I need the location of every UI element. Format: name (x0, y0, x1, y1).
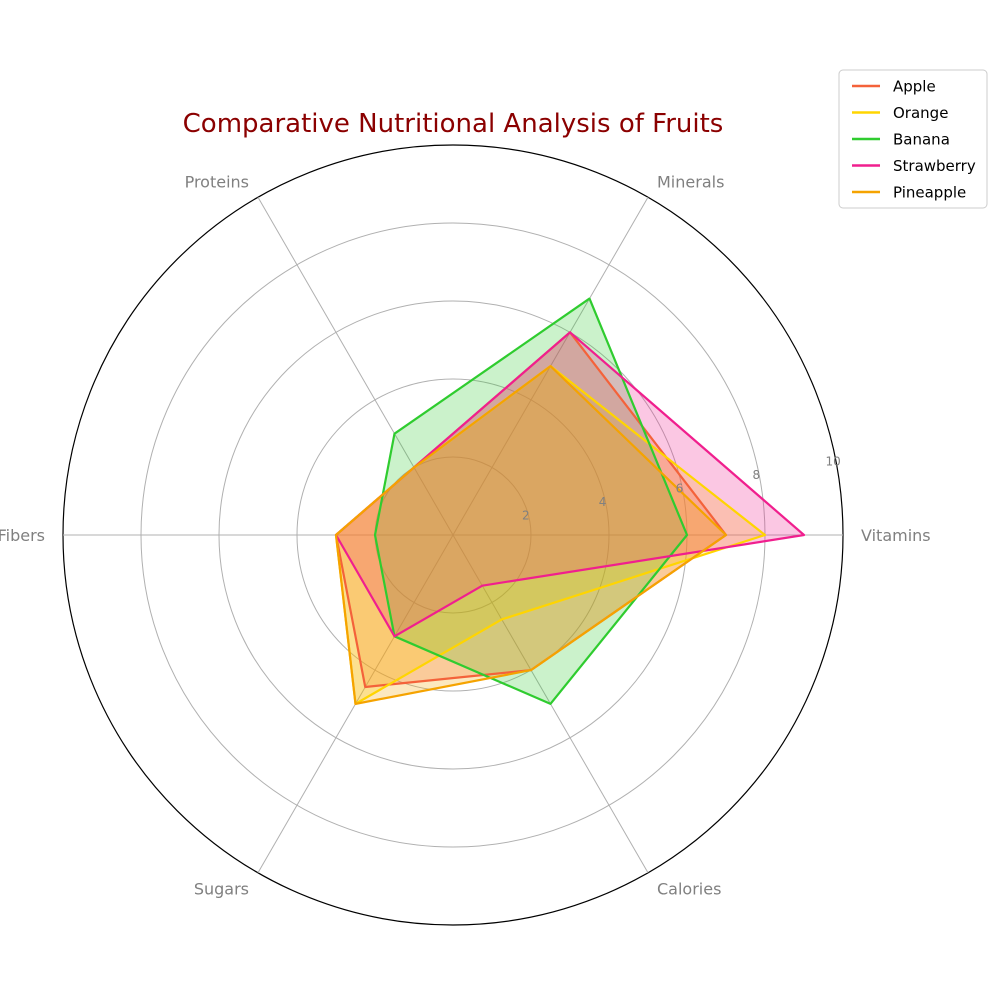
axis-label-calories: Calories (657, 879, 721, 898)
axis-label-vitamins: Vitamins (861, 526, 931, 545)
legend-label-apple: Apple (893, 78, 936, 96)
legend: Apple Orange Banana Strawberry Pineapple (838, 69, 988, 209)
grid-spoke (257, 197, 454, 536)
axis-label-proteins: Proteins (185, 173, 249, 192)
series-area-pineapple (336, 366, 726, 704)
radial-tick-label: 6 (676, 481, 684, 495)
radial-tick-label: 8 (752, 468, 760, 482)
axis-label-fibers: Fibers (0, 526, 45, 545)
series-line-pineapple (334, 365, 728, 705)
radial-tick-label: 2 (522, 509, 530, 523)
chart-title: Comparative Nutritional Analysis of Frui… (183, 109, 724, 139)
axis-label-sugars: Sugars (194, 879, 249, 898)
radial-tick-label: 10 (825, 454, 840, 468)
axis-label-minerals: Minerals (657, 173, 724, 192)
series-area-apple (336, 332, 726, 687)
series-area-strawberry (336, 332, 804, 637)
series-layer (334, 297, 806, 705)
series-line-banana (373, 297, 689, 705)
legend-label-orange: Orange (893, 104, 948, 122)
legend-label-pineapple: Pineapple (893, 184, 966, 202)
legend-items: Apple Orange Banana Strawberry Pineapple (852, 78, 976, 202)
legend-label-strawberry: Strawberry (893, 157, 976, 175)
legend-label-banana: Banana (893, 131, 950, 149)
radial-tick-label: 4 (599, 495, 607, 509)
label-layer: 2 4 6 8 10 Vitamins Minerals Proteins Fibers Suga… (0, 173, 931, 899)
legend-frame (838, 69, 988, 209)
